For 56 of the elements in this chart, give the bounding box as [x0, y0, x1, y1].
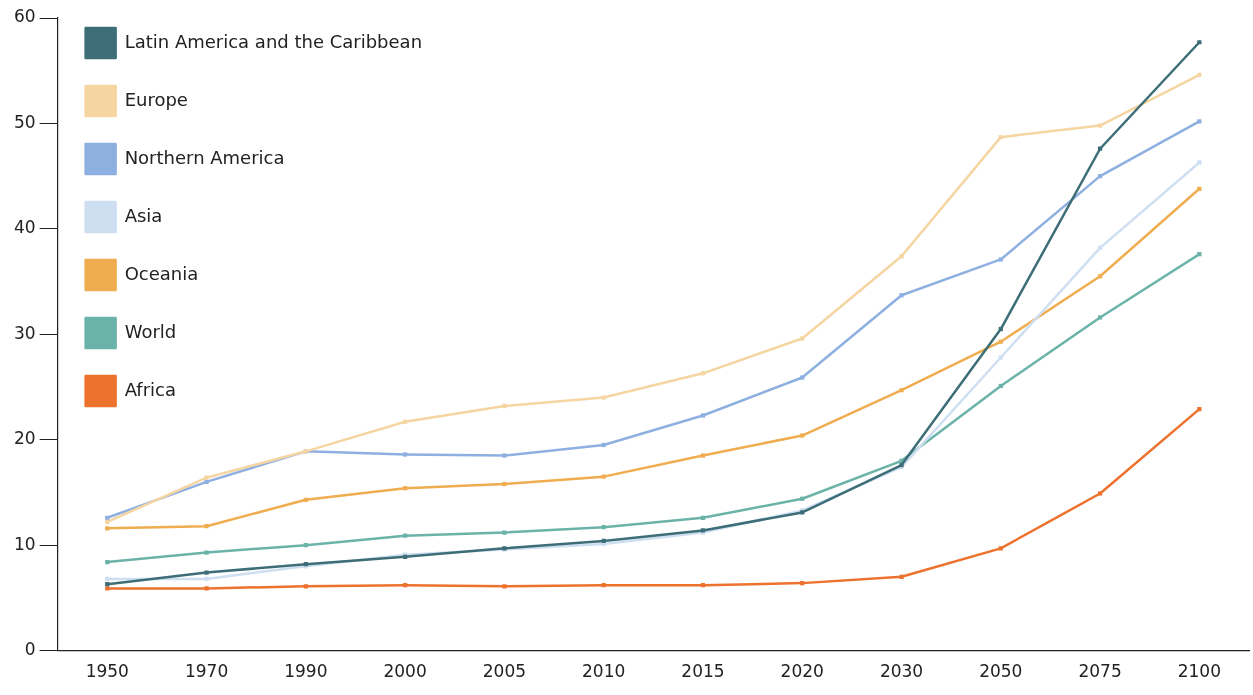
point	[204, 570, 209, 575]
point	[502, 530, 507, 535]
point	[502, 584, 507, 589]
point	[502, 453, 507, 458]
point	[204, 586, 209, 591]
x-tick-label: 2005	[482, 661, 527, 682]
point	[204, 550, 209, 555]
x-tick-label: 2020	[780, 661, 824, 682]
point	[204, 524, 209, 529]
point	[105, 586, 110, 591]
x-tick-label: 2050	[979, 661, 1023, 682]
x-tick-label: 2010	[582, 661, 626, 682]
point	[1097, 491, 1103, 496]
legend-label: Northern America	[124, 146, 285, 168]
x-tick-label: 2075	[1078, 661, 1122, 682]
y-tick-label: 60	[13, 6, 36, 27]
y-tick-label: 10	[13, 533, 36, 554]
point	[899, 574, 904, 579]
x-tick-label: 1950	[85, 661, 129, 682]
legend-label: Latin America and the Caribbean	[124, 30, 423, 52]
legend-label: World	[124, 320, 177, 342]
point	[204, 576, 209, 582]
y-tick-label: 20	[13, 428, 36, 449]
y-tick-label: 30	[13, 322, 36, 343]
point	[1197, 160, 1202, 165]
y-tick-label: 50	[13, 111, 36, 132]
point	[800, 375, 805, 380]
point	[998, 257, 1003, 262]
legend-label: Oceania	[124, 262, 199, 284]
x-tick-label: 1970	[184, 661, 229, 682]
point	[502, 481, 507, 487]
legend-label: Africa	[124, 378, 176, 400]
y-tick-label: 40	[13, 217, 36, 238]
point	[899, 293, 904, 298]
x-tick-label: 2015	[681, 661, 725, 682]
point	[204, 475, 209, 480]
point	[601, 395, 606, 400]
point	[1097, 123, 1103, 128]
point	[402, 452, 408, 457]
x-tick-label: 1990	[284, 661, 328, 682]
point	[700, 453, 706, 458]
point	[204, 479, 209, 485]
point	[502, 403, 507, 409]
legend-label: Asia	[124, 204, 163, 226]
x-tick-label: 2100	[1177, 661, 1221, 682]
point	[800, 336, 805, 341]
x-tick-label: 2030	[879, 661, 924, 682]
x-tick-label: 2000	[383, 661, 427, 682]
legend-label: Europe	[124, 88, 188, 110]
point	[998, 355, 1003, 360]
point	[899, 254, 904, 259]
point	[700, 413, 706, 418]
point	[899, 388, 904, 393]
point	[1097, 315, 1103, 320]
y-tick-label: 0	[24, 639, 36, 660]
point	[800, 433, 805, 438]
